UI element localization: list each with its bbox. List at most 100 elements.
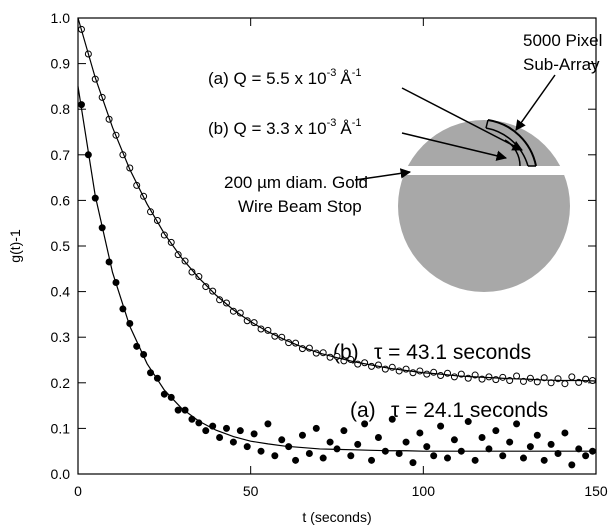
data-point <box>533 378 541 386</box>
y-tick-label: 0.0 <box>51 466 71 482</box>
q-b-arc <box>504 139 521 167</box>
data-point <box>340 427 348 435</box>
x-tick-label: 50 <box>243 483 259 499</box>
arrow <box>515 74 556 131</box>
data-point <box>506 438 514 446</box>
data-point <box>547 440 555 448</box>
data-point <box>513 372 521 380</box>
x-tick-label: 150 <box>584 483 608 499</box>
y-tick-label: 0.1 <box>51 420 71 436</box>
q-unit-exp: -1 <box>352 117 362 129</box>
data-point <box>402 438 410 446</box>
data-point <box>423 443 431 451</box>
data-point <box>222 424 230 432</box>
data-point <box>354 440 362 448</box>
arrow <box>401 87 523 151</box>
data-point <box>326 438 334 446</box>
data-point <box>526 443 534 451</box>
q-unit: Å <box>340 69 352 88</box>
data-point <box>423 370 431 378</box>
data-point <box>174 251 182 259</box>
x-tick-label: 100 <box>412 483 436 499</box>
data-point <box>568 461 576 469</box>
data-point <box>250 430 258 438</box>
q-text: (a) Q = 5.5 x 10 <box>208 69 327 88</box>
data-point <box>513 420 521 428</box>
y-tick-label: 0.9 <box>51 56 71 72</box>
x-tick-label: 0 <box>74 483 82 499</box>
y-tick-label: 0.7 <box>51 147 71 163</box>
x-axis-label: t (seconds) <box>302 509 371 525</box>
y-tick-label: 0.8 <box>51 101 71 117</box>
subarray-arc <box>487 119 537 167</box>
annotation: τ = 43.1 seconds <box>374 341 531 364</box>
fit-line <box>77 17 597 382</box>
data-point <box>361 359 369 367</box>
data-point <box>485 445 493 453</box>
inset-label: 200 µm diam. Gold <box>224 173 368 192</box>
arrow <box>401 132 508 161</box>
data-point <box>582 452 590 460</box>
fit-line <box>77 86 596 452</box>
data-point <box>499 452 507 460</box>
inset-label: (b) Q = 3.3 x 10-3 Å-1 <box>208 117 362 138</box>
arrow <box>354 168 412 181</box>
q-unit: Å <box>340 119 352 138</box>
data-point <box>471 456 479 464</box>
y-tick-label: 0.4 <box>51 284 71 300</box>
data-point <box>450 436 458 444</box>
data-point <box>195 273 203 281</box>
data-point <box>174 406 182 414</box>
data-point <box>485 373 493 381</box>
data-point <box>499 373 507 381</box>
data-point <box>202 427 210 435</box>
data-point <box>298 431 306 439</box>
y-tick-label: 0.2 <box>51 375 71 391</box>
annotation-tag: (a) <box>350 399 376 422</box>
y-tick-label: 0.5 <box>51 238 71 254</box>
subarray-edge <box>485 119 536 167</box>
data-point <box>533 431 541 439</box>
inset-diagram <box>354 74 572 292</box>
data-point <box>368 456 376 464</box>
data-point <box>374 434 382 442</box>
data-point <box>430 452 438 460</box>
data-point <box>216 296 224 304</box>
y-tick-label: 0.3 <box>51 329 71 345</box>
data-point <box>478 434 486 442</box>
q-exp: -3 <box>327 117 337 129</box>
data-point <box>388 415 396 423</box>
data-point <box>236 427 244 435</box>
data-point <box>292 456 300 464</box>
data-point <box>278 436 286 444</box>
data-point <box>160 390 168 398</box>
data-point <box>519 377 527 385</box>
data-point <box>409 459 417 467</box>
data-point <box>361 420 369 428</box>
q-exp: -3 <box>327 67 337 79</box>
detector-circle <box>398 120 570 292</box>
data-point <box>540 456 548 464</box>
data-point <box>526 374 534 382</box>
inset-label: Sub-Array <box>523 55 600 74</box>
data-point <box>243 443 251 451</box>
data-point <box>568 373 576 381</box>
data-point <box>464 418 472 426</box>
q-text: (b) Q = 3.3 x 10 <box>208 119 327 138</box>
data-point <box>492 427 500 435</box>
data-point <box>416 429 424 437</box>
data-point <box>554 449 562 457</box>
data-point <box>561 380 569 388</box>
inset-label: (a) Q = 5.5 x 10-3 Å-1 <box>208 67 362 88</box>
data-point <box>202 283 210 291</box>
q-unit-exp: -1 <box>352 67 362 79</box>
data-point <box>519 454 527 462</box>
data-point <box>395 449 403 457</box>
beam-stop-slit <box>396 166 572 175</box>
data-point <box>575 445 583 453</box>
data-point <box>229 438 237 446</box>
data-point <box>347 452 355 460</box>
data-point <box>319 454 327 462</box>
inset-label: 5000 Pixel <box>523 31 602 50</box>
